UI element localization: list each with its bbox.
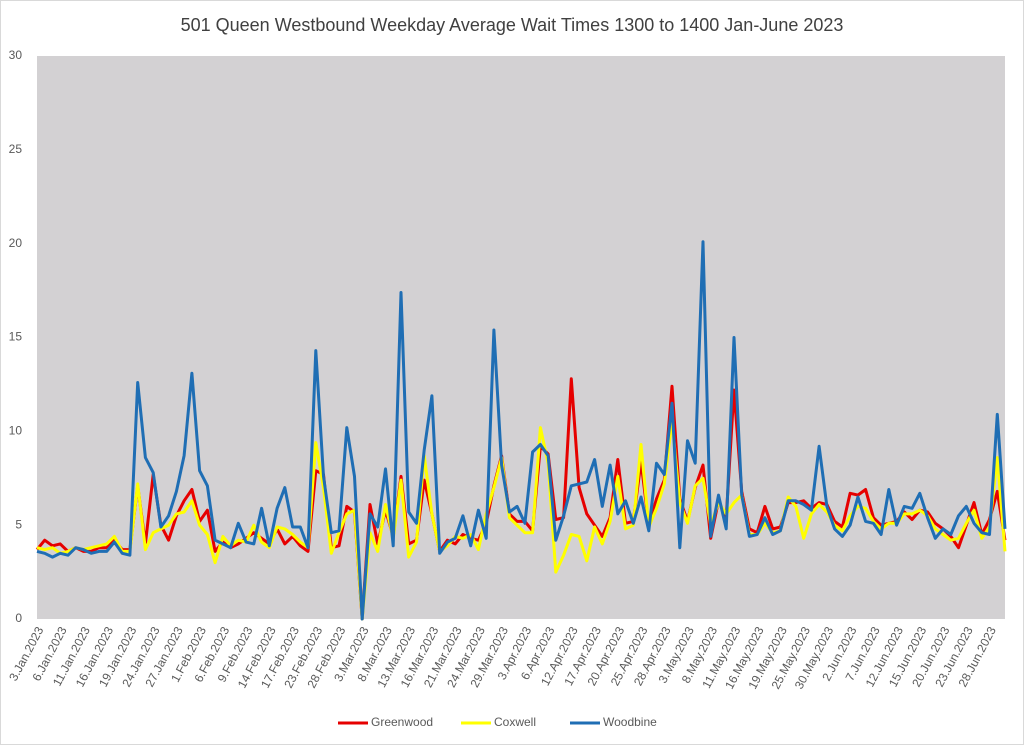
y-tick-label: 0 [15, 611, 22, 625]
y-tick-label: 30 [9, 48, 23, 62]
plot-area [37, 56, 1005, 619]
y-tick-label: 20 [9, 236, 23, 250]
y-tick-label: 5 [15, 517, 22, 531]
chart-title: 501 Queen Westbound Weekday Average Wait… [181, 15, 844, 35]
legend-label: Coxwell [494, 715, 536, 729]
y-tick-label: 15 [9, 330, 23, 344]
y-tick-label: 25 [9, 142, 23, 156]
legend-label: Greenwood [371, 715, 433, 729]
y-tick-label: 10 [9, 424, 23, 438]
series-line [36, 240, 1007, 621]
series-line [35, 377, 1007, 621]
legend-label: Woodbine [603, 715, 657, 729]
series-line [36, 418, 1007, 621]
